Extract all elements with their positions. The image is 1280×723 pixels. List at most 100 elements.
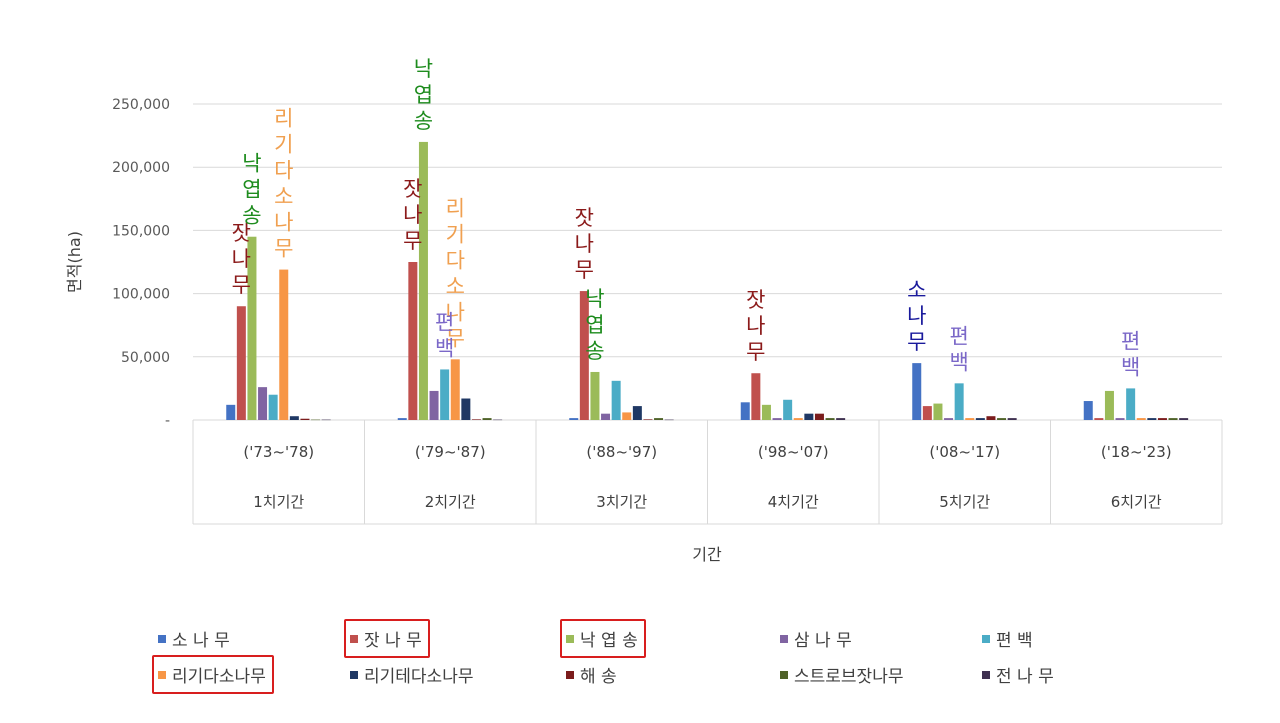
- legend-label: 잣 나 무: [364, 631, 422, 651]
- bar: [622, 412, 632, 420]
- bar: [279, 269, 289, 420]
- bar: [1157, 418, 1167, 420]
- legend-swatch: [158, 670, 166, 679]
- bar: [1126, 388, 1136, 420]
- bar: [289, 416, 299, 420]
- bar: [825, 418, 835, 420]
- x-tick-phase: 3치기간: [596, 493, 647, 511]
- bar: [418, 141, 428, 421]
- legend-swatch: [780, 670, 788, 679]
- legend-swatch: [350, 670, 358, 679]
- bar: [590, 371, 600, 420]
- bar: [258, 387, 268, 420]
- bar: [429, 390, 439, 420]
- bar: [1094, 418, 1104, 420]
- legend-item: 낙 엽 송: [566, 626, 638, 651]
- x-tick-period: ('08~'17): [929, 443, 1000, 461]
- legend-swatch: [566, 634, 574, 643]
- legend-label: 전 나 무: [996, 667, 1054, 687]
- bar: [975, 418, 985, 420]
- legend-item: 소 나 무: [158, 626, 230, 651]
- legend-item: 편 백: [982, 626, 1033, 651]
- legend-label: 낙 엽 송: [580, 631, 638, 651]
- bar: [1147, 418, 1157, 420]
- x-tick-phase: 5치기간: [939, 493, 990, 511]
- bar: [268, 394, 278, 420]
- legend-label: 리기테다소나무: [364, 667, 474, 687]
- bar: [440, 369, 450, 420]
- x-tick-period: ('73~'78): [243, 443, 314, 461]
- legend-label: 리기다소나무: [172, 667, 266, 687]
- bar: [482, 418, 492, 420]
- x-tick-period: ('18~'23): [1101, 443, 1172, 461]
- bar: [1104, 390, 1114, 420]
- x-tick-period: ('98~'07): [758, 443, 829, 461]
- bar: [1115, 418, 1125, 420]
- x-axis-title: 기간: [692, 545, 722, 564]
- y-tick-label: 150,000: [112, 223, 170, 239]
- bar: [954, 383, 964, 420]
- legend-item: 스트로브잣나무: [780, 662, 903, 687]
- bar: [643, 419, 653, 420]
- bar: [654, 418, 664, 420]
- legend-swatch: [158, 634, 166, 643]
- bar: [471, 419, 481, 420]
- bar: [461, 398, 471, 420]
- y-tick-label: -: [165, 413, 170, 429]
- bar: [632, 406, 642, 420]
- x-tick-phase: 2치기간: [425, 493, 476, 511]
- bar: [751, 373, 761, 420]
- bar: [226, 404, 236, 420]
- legend-item: 잣 나 무: [350, 626, 422, 651]
- bar: [321, 419, 331, 421]
- x-tick-phase: 1치기간: [253, 493, 304, 511]
- bar: [783, 399, 793, 420]
- bar: [408, 262, 418, 420]
- bar: [1168, 418, 1178, 420]
- bar: [1136, 418, 1146, 420]
- legend-label: 소 나 무: [172, 631, 230, 651]
- y-tick-label: 250,000: [112, 97, 170, 113]
- y-tick-label: 200,000: [112, 160, 170, 176]
- bar: [804, 413, 814, 420]
- x-tick-phase: 6치기간: [1111, 493, 1162, 511]
- y-axis-title: 면적(ha): [65, 231, 84, 293]
- x-tick-period: ('79~'87): [415, 443, 486, 461]
- bar: [922, 406, 932, 420]
- bar: [740, 402, 750, 420]
- legend-label: 편 백: [996, 631, 1033, 651]
- bar: [986, 416, 996, 420]
- legend-item: 리기테다소나무: [350, 662, 473, 687]
- bar: [933, 403, 943, 420]
- bar: [1083, 401, 1093, 420]
- bar: [997, 418, 1007, 420]
- legend-label: 해 송: [580, 667, 617, 687]
- legend-item: 해 송: [566, 662, 617, 687]
- bar: [311, 419, 321, 421]
- bar: [569, 418, 579, 420]
- legend-highlight-box: [344, 619, 430, 658]
- bar: [1007, 418, 1017, 420]
- bar: [912, 363, 922, 420]
- bar: [1179, 418, 1189, 420]
- legend-item: 삼 나 무: [780, 626, 852, 651]
- bar: [493, 419, 503, 421]
- bar: [944, 418, 954, 420]
- bar: [579, 291, 589, 420]
- bar: [836, 418, 846, 420]
- bar: [793, 418, 803, 420]
- legend-highlight-box: [152, 655, 274, 694]
- bar: [247, 236, 257, 420]
- x-tick-period: ('88~'97): [586, 443, 657, 461]
- legend-swatch: [982, 634, 990, 643]
